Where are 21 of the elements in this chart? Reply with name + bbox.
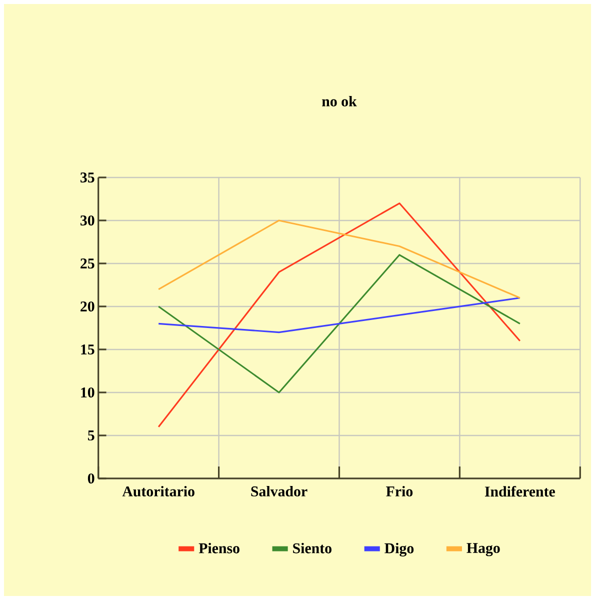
y-tick-label: 10	[81, 387, 94, 398]
line-series	[158, 297, 521, 334]
legend-label: Pienso	[198, 542, 240, 554]
y-tick-label: 20	[80, 301, 94, 312]
y-tick-label: 0	[88, 473, 94, 484]
line-series	[158, 202, 521, 428]
legend-label: Siento	[293, 542, 332, 554]
line-series	[158, 220, 521, 299]
y-tick-label: 25	[80, 258, 94, 268]
y-tick-label: 5	[88, 430, 94, 440]
y-tick-label: 15	[81, 344, 94, 354]
x-tick-label: Frio	[386, 486, 413, 496]
x-tick-label: Indiferente	[484, 486, 555, 497]
legend-label: Digo	[384, 542, 414, 556]
legend-label: Hago	[466, 543, 500, 556]
line-series	[158, 254, 521, 394]
chart-title: no ok	[322, 96, 357, 106]
x-tick-label: Salvador	[251, 486, 308, 496]
y-tick-label: 35	[80, 172, 94, 182]
y-tick-label: 30	[80, 215, 94, 226]
x-tick-label: Autoritario	[122, 486, 194, 496]
